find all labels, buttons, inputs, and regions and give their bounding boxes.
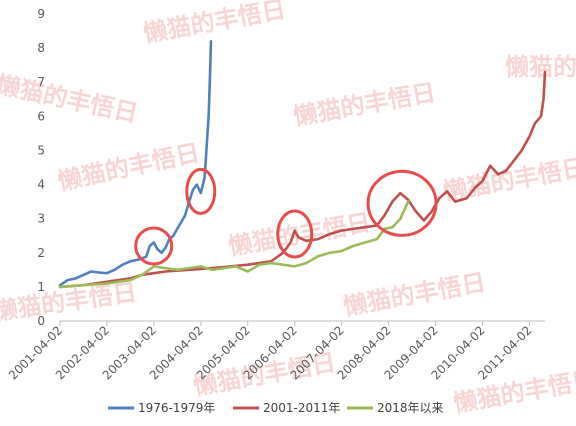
watermark-text: 懒猫的丰悟日 xyxy=(0,70,140,127)
series-line-2 xyxy=(58,70,547,289)
watermark-text: 懒猫的丰悟日 xyxy=(55,139,202,196)
legend: 1976-1979年 2001-2011年 2018年以来 xyxy=(108,401,444,415)
y-tick-label: 5 xyxy=(37,143,45,157)
y-tick-label: 8 xyxy=(37,41,45,55)
legend-label: 2018年以来 xyxy=(377,401,444,415)
watermark-text: 懒猫的丰悟日 xyxy=(505,53,576,81)
annotation-circle xyxy=(134,226,174,266)
watermark-text: 懒猫的丰悟日 xyxy=(291,78,438,131)
annotation-circle xyxy=(185,167,217,215)
series-line-1 xyxy=(58,40,213,287)
watermark-text: 懒猫的丰悟日 xyxy=(226,208,373,261)
legend-label: 1976-1979年 xyxy=(138,401,215,415)
annotation-circles xyxy=(134,167,438,266)
y-tick-label: 3 xyxy=(37,212,45,226)
legend-label: 2001-2011年 xyxy=(263,401,340,415)
annotation-circle xyxy=(276,209,314,259)
watermark-text: 懒猫的丰悟日 xyxy=(451,365,576,418)
watermark-text: 懒猫的丰悟日 xyxy=(341,268,488,321)
watermark-text: 懒猫的丰悟日 xyxy=(141,0,288,48)
y-tick-label: 9 xyxy=(37,7,45,21)
y-tick-label: 4 xyxy=(37,178,45,192)
y-tick-label: 6 xyxy=(37,109,45,123)
y-tick-label: 0 xyxy=(37,314,45,328)
y-tick-label: 2 xyxy=(37,246,45,260)
series-line-3 xyxy=(58,200,410,289)
annotation-circle xyxy=(366,169,438,237)
y-axis-ticks: 0 1 2 3 4 5 6 7 8 9 xyxy=(37,7,45,328)
watermark-text: 懒猫的丰悟日 xyxy=(441,153,576,206)
y-tick-label: 7 xyxy=(37,75,45,89)
y-tick-label: 1 xyxy=(37,280,45,294)
series-lines xyxy=(58,40,547,289)
